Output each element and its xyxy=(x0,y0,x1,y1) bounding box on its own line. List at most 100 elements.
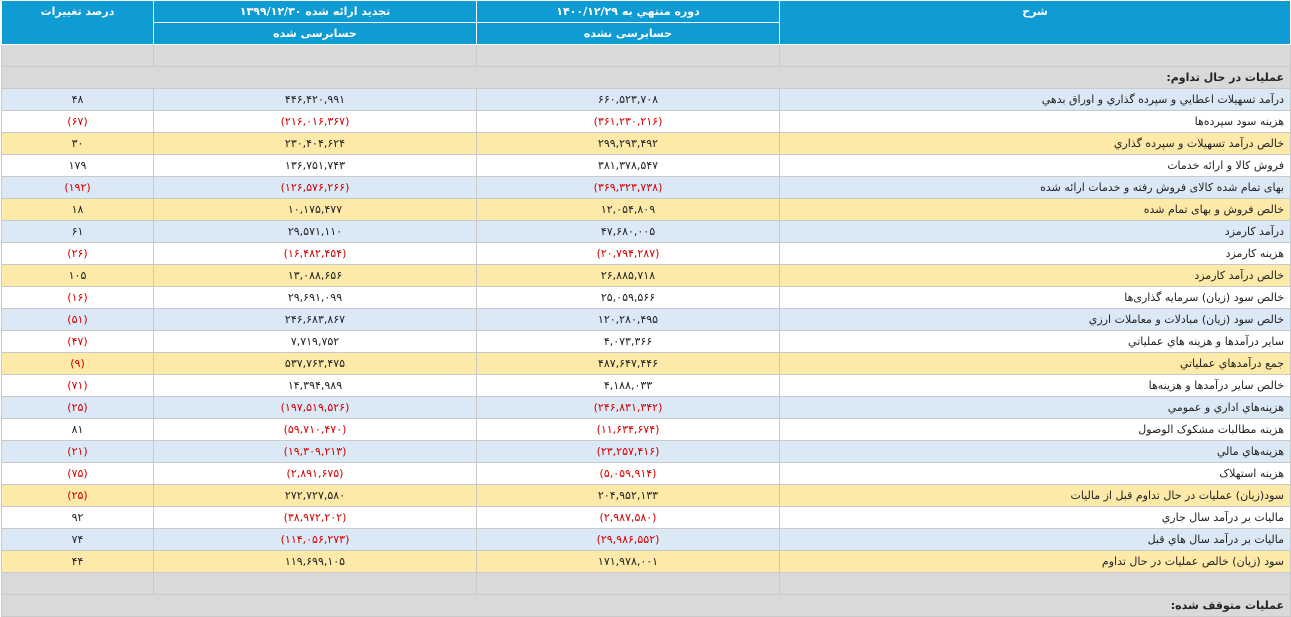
table-row: خالص فروش و بهای تمام شده ۱۲,۰۵۴,۸۰۹ ۱۰,۱۷… xyxy=(1,198,1291,221)
row-label: ماليات بر درآمد سال هاي قبل xyxy=(779,528,1291,551)
row-percent-change: ۸۱ xyxy=(1,418,154,441)
table-row: ماليات بر درآمد سال هاي قبل (۲۹,۹۸۶,۵۵۲)(… xyxy=(1,528,1291,551)
row-current-value: (۳۶۹,۳۲۳,۷۳۸) xyxy=(476,176,780,199)
row-previous-value: (۱۹,۳۰۹,۲۱۳) xyxy=(153,440,477,463)
spacer-row xyxy=(1,572,1291,595)
table-row: درآمد تسهيلات اعطايي و سپرده گذاري و اور… xyxy=(1,88,1291,111)
row-percent-change: (۵۱) xyxy=(1,308,154,331)
table-row: سود(زيان) عمليات در حال تداوم قبل از مال… xyxy=(1,484,1291,507)
section-title-continuing: عملیات در حال تداوم: xyxy=(1,66,1291,89)
row-percent-change: (۲۱) xyxy=(1,440,154,463)
table-row: خالص سود (زيان) مبادلات و معاملات ارزي ۱۲… xyxy=(1,308,1291,331)
section-title-discontinued: عملیات متوقف شده: xyxy=(1,594,1291,617)
row-current-value: ۴۷,۶۸۰,۰۰۵ xyxy=(476,220,780,243)
header-current-status: حسابرسی نشده xyxy=(476,22,780,45)
row-percent-change: ۷۴ xyxy=(1,528,154,551)
row-current-value: (۳۶۱,۲۳۰,۲۱۶) xyxy=(476,110,780,133)
row-label: بهای تمام شده کالای فروش رفته و خدمات ار… xyxy=(779,176,1291,199)
row-label: هزينه استهلاک xyxy=(779,462,1291,485)
row-label: هزينه مطالبات مشکوک الوصول xyxy=(779,418,1291,441)
table-row: درآمد کارمزد ۴۷,۶۸۰,۰۰۵ ۲۹,۵۷۱,۱۱۰ ۶۱ xyxy=(1,220,1291,243)
row-percent-change: (۱۹۲) xyxy=(1,176,154,199)
row-previous-value: ۱۴,۳۹۴,۹۸۹ xyxy=(153,374,477,397)
row-label: خالص سود (زيان) سرمايه گذاری‌ها xyxy=(779,286,1291,309)
header-previous-period: تجدید ارائه شده ۱۳۹۹/۱۲/۳۰ xyxy=(153,0,477,23)
table-row: هزينه سود سپرده‌ها (۳۶۱,۲۳۰,۲۱۶) (۲۱۶,۰۱۶,… xyxy=(1,110,1291,133)
table-body: عملیات در حال تداوم: درآمد تسهيلات اعطاي… xyxy=(1,44,1291,617)
row-label: درآمد کارمزد xyxy=(779,220,1291,243)
row-label: هزينه‌هاي مالي xyxy=(779,440,1291,463)
row-percent-change: ۴۸ xyxy=(1,88,154,111)
row-percent-change: ۶۱ xyxy=(1,220,154,243)
table-row: ساير درآمدها و هزينه هاي عملياتي ۴,۰۷۳,۳۶… xyxy=(1,330,1291,353)
row-previous-value: ۲۹,۵۷۱,۱۱۰ xyxy=(153,220,477,243)
row-percent-change: (۱۶) xyxy=(1,286,154,309)
row-label: هزينه سود سپرده‌ها xyxy=(779,110,1291,133)
row-label: درآمد تسهيلات اعطايي و سپرده گذاري و اور… xyxy=(779,88,1291,111)
row-label: خالص ساير درآمدها و هزينه‌ها xyxy=(779,374,1291,397)
row-previous-value: ۱۳۶,۷۵۱,۷۴۳ xyxy=(153,154,477,177)
header-current-period: دوره منتهي به ۱۴۰۰/۱۲/۲۹ xyxy=(476,0,780,23)
row-previous-value: ۲۹,۶۹۱,۰۹۹ xyxy=(153,286,477,309)
row-percent-change: (۷۱) xyxy=(1,374,154,397)
row-label: سود (زيان) خالص عمليات در حال تداوم xyxy=(779,550,1291,573)
row-previous-value: ۲۴۶,۶۸۳,۸۶۷ xyxy=(153,308,477,331)
section-row-continuing: عملیات در حال تداوم: xyxy=(1,66,1291,89)
row-percent-change: (۶۷) xyxy=(1,110,154,133)
row-previous-value: ۷,۷۱۹,۷۵۲ xyxy=(153,330,477,353)
row-previous-value: ۲۳۰,۴۰۴,۶۲۴ xyxy=(153,132,477,155)
table-row: هزينه استهلاک (۵,۰۵۹,۹۱۴) (۲,۸۹۱,۶۷۵) (۷۵) xyxy=(1,462,1291,485)
table-row: هزينه‌هاي مالي (۲۳,۲۵۷,۴۱۶) (۱۹,۳۰۹,۲۱۳) (۲… xyxy=(1,440,1291,463)
table-row: هزينه کارمزد (۲۰,۷۹۴,۲۸۷) (۱۶,۴۸۲,۴۵۴) (۲۶) xyxy=(1,242,1291,265)
row-percent-change: (۲۵) xyxy=(1,484,154,507)
row-current-value: (۱۱,۶۳۴,۶۷۴) xyxy=(476,418,780,441)
row-current-value: (۵,۰۵۹,۹۱۴) xyxy=(476,462,780,485)
row-previous-value: ۴۴۶,۴۲۰,۹۹۱ xyxy=(153,88,477,111)
row-label: ساير درآمدها و هزينه هاي عملياتي xyxy=(779,330,1291,353)
row-previous-value: (۳۸,۹۷۲,۲۰۲) xyxy=(153,506,477,529)
row-current-value: ۴,۱۸۸,۰۳۳ xyxy=(476,374,780,397)
row-current-value: ۴,۰۷۳,۳۶۶ xyxy=(476,330,780,353)
row-label: خالص سود (زيان) مبادلات و معاملات ارزي xyxy=(779,308,1291,331)
row-previous-value: ۵۳۷,۷۶۳,۴۷۵ xyxy=(153,352,477,375)
row-percent-change: ۳۰ xyxy=(1,132,154,155)
row-previous-value: (۱۶,۴۸۲,۴۵۴) xyxy=(153,242,477,265)
row-current-value: ۱۷۱,۹۷۸,۰۰۱ xyxy=(476,550,780,573)
row-previous-value: ۱۰,۱۷۵,۴۷۷ xyxy=(153,198,477,221)
row-current-value: (۲۰,۷۹۴,۲۸۷) xyxy=(476,242,780,265)
row-label: خالص درآمد تسهيلات و سپرده گذاري xyxy=(779,132,1291,155)
row-previous-value: (۲,۸۹۱,۶۷۵) xyxy=(153,462,477,485)
row-current-value: (۲۴۶,۸۳۱,۳۴۲) xyxy=(476,396,780,419)
row-current-value: (۲,۹۸۷,۵۸۰) xyxy=(476,506,780,529)
row-previous-value: (۱۹۷,۵۱۹,۵۲۶) xyxy=(153,396,477,419)
row-label: سود(زيان) عمليات در حال تداوم قبل از مال… xyxy=(779,484,1291,507)
table-row: هزينه مطالبات مشکوک الوصول (۱۱,۶۳۴,۶۷۴) (۵… xyxy=(1,418,1291,441)
row-current-value: ۶۶۰,۵۲۳,۷۰۸ xyxy=(476,88,780,111)
row-percent-change: ۱۷۹ xyxy=(1,154,154,177)
row-current-value: (۲۹,۹۸۶,۵۵۲) xyxy=(476,528,780,551)
row-percent-change: ۴۴ xyxy=(1,550,154,573)
row-percent-change: ۱۰۵ xyxy=(1,264,154,287)
header-previous-status: حسابرسی شده xyxy=(153,22,477,45)
row-current-value: ۲۹۹,۲۹۳,۴۹۲ xyxy=(476,132,780,155)
row-previous-value: (۱۲۶,۵۷۶,۲۶۶) xyxy=(153,176,477,199)
row-current-value: ۱۲۰,۲۸۰,۴۹۵ xyxy=(476,308,780,331)
row-previous-value: (۵۹,۷۱۰,۴۷۰) xyxy=(153,418,477,441)
table-row: ماليات بر درآمد سال جاري (۲,۹۸۷,۵۸۰) (۳۸,۹… xyxy=(1,506,1291,529)
row-previous-value: ۱۱۹,۶۹۹,۱۰۵ xyxy=(153,550,477,573)
table-row: خالص سود (زيان) سرمايه گذاری‌ها ۲۵,۰۵۹,۵۶… xyxy=(1,286,1291,309)
row-previous-value: (۱۱۴,۰۵۶,۲۷۳) xyxy=(153,528,477,551)
spacer-row xyxy=(1,44,1291,67)
row-current-value: ۲۶,۸۸۵,۷۱۸ xyxy=(476,264,780,287)
table-row: خالص ساير درآمدها و هزينه‌ها ۴,۱۸۸,۰۳۳ ۱۴,… xyxy=(1,374,1291,397)
row-percent-change: (۴۷) xyxy=(1,330,154,353)
table-row: هزينه‌هاي اداري و عمومي (۲۴۶,۸۳۱,۳۴۲) (۱۹۷… xyxy=(1,396,1291,419)
row-current-value: ۱۲,۰۵۴,۸۰۹ xyxy=(476,198,780,221)
row-label: فروش کالا و ارائه خدمات xyxy=(779,154,1291,177)
table-row: خالص درآمد تسهيلات و سپرده گذاري ۲۹۹,۲۹۳,… xyxy=(1,132,1291,155)
table-row: جمع درآمدهاي عملياتي ۴۸۷,۶۴۷,۴۴۶ ۵۳۷,۷۶۳,۴… xyxy=(1,352,1291,375)
table-header: شرح دوره منتهي به ۱۴۰۰/۱۲/۲۹ تجدید ارائه… xyxy=(1,0,1291,45)
row-percent-change: (۲۵) xyxy=(1,396,154,419)
table-row: سود (زيان) خالص عمليات در حال تداوم ۱۷۱,۹… xyxy=(1,550,1291,573)
